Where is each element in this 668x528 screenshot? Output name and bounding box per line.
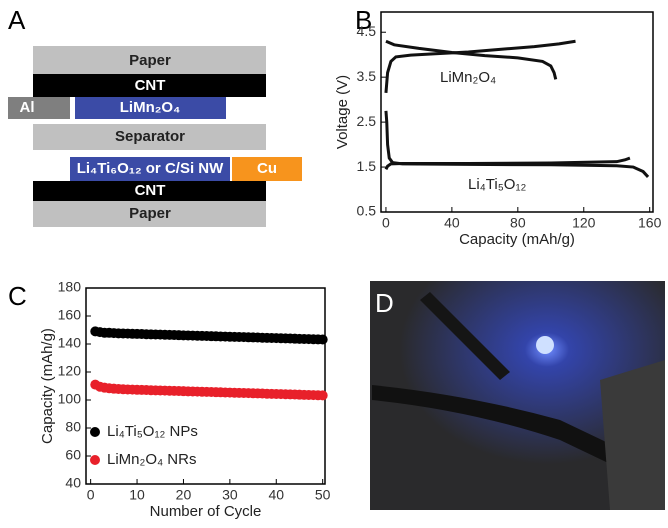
layer-label: CNT: [135, 182, 166, 199]
y-tick-label: 120: [58, 363, 82, 379]
point: [318, 335, 328, 345]
legend-marker: [90, 427, 100, 437]
x-tick-label: 30: [222, 487, 238, 503]
layer-label: Li₄Ti₆O₁₂ or C/Si NW: [77, 160, 224, 177]
x-tick-label: 20: [176, 487, 192, 503]
y-tick-label: 100: [58, 391, 82, 407]
annotation: LiMn₂O₄: [440, 69, 496, 86]
panel-label: C: [8, 281, 27, 311]
panel-label: A: [8, 5, 26, 35]
figure: A Paper CNT Al LiMn₂O₄ Separator Li₄Ti₆O…: [0, 0, 668, 523]
x-tick-label: 0: [382, 215, 390, 231]
y-tick-label: 40: [65, 475, 81, 491]
y-tick-label: 80: [65, 419, 81, 435]
y-tick-label: 3.5: [357, 68, 377, 84]
panel-d: D: [370, 281, 665, 510]
x-axis-label: Number of Cycle: [150, 503, 262, 520]
legend-label: Li₄Ti₅O₁₂ NPs: [107, 423, 198, 440]
y-axis-label: Voltage (V): [334, 75, 351, 149]
annotation: Li₄Ti₅O₁₂: [468, 176, 527, 193]
x-tick-label: 160: [638, 215, 662, 231]
layer-label: Paper: [129, 205, 171, 222]
y-tick-label: 180: [58, 279, 82, 295]
layer-label: Separator: [115, 128, 185, 145]
curve: [386, 111, 648, 177]
layer-label: CNT: [135, 77, 166, 94]
y-tick-label: 160: [58, 307, 82, 323]
layer-label: Al: [20, 99, 35, 116]
y-tick-label: 2.5: [357, 113, 377, 129]
object: [600, 360, 665, 510]
y-axis-label: Capacity (mAh/g): [39, 328, 56, 444]
y-tick-label: 60: [65, 447, 81, 463]
y-tick-label: 140: [58, 335, 82, 351]
x-tick-label: 10: [129, 487, 145, 503]
x-tick-label: 120: [572, 215, 596, 231]
layer-label: Paper: [129, 52, 171, 69]
x-tick-label: 50: [315, 487, 331, 503]
layer: [8, 97, 70, 119]
x-tick-label: 80: [510, 215, 526, 231]
panel-a: A Paper CNT Al LiMn₂O₄ Separator Li₄Ti₆O…: [8, 5, 302, 227]
x-tick-label: 0: [87, 487, 95, 503]
y-tick-label: 0.5: [357, 203, 377, 219]
layer-label: Cu: [257, 160, 277, 177]
legend-marker: [90, 455, 100, 465]
legend-label: LiMn₂O₄ NRs: [107, 451, 196, 468]
x-tick-label: 40: [268, 487, 284, 503]
y-tick-label: 1.5: [357, 158, 377, 174]
panel-label: D: [375, 288, 394, 318]
led: [536, 336, 554, 354]
y-tick-label: 4.5: [357, 23, 377, 39]
x-tick-label: 40: [444, 215, 460, 231]
x-axis-label: Capacity (mAh/g): [459, 231, 575, 248]
layer-label: LiMn₂O₄: [120, 99, 180, 116]
point: [318, 390, 328, 400]
